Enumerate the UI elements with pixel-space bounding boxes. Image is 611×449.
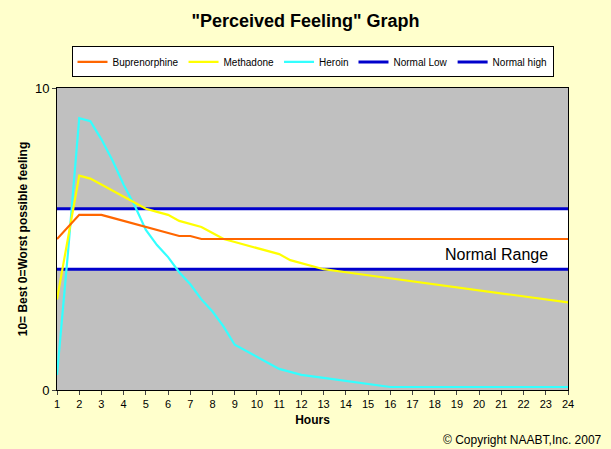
svg-text:1: 1 <box>54 398 60 410</box>
svg-text:3: 3 <box>98 398 104 410</box>
svg-text:6: 6 <box>165 398 171 410</box>
svg-text:23: 23 <box>540 398 552 410</box>
svg-text:15: 15 <box>362 398 374 410</box>
svg-text:Normal high: Normal high <box>493 57 547 68</box>
svg-text:20: 20 <box>473 398 485 410</box>
svg-text:2: 2 <box>76 398 82 410</box>
svg-text:10: 10 <box>251 398 263 410</box>
svg-text:16: 16 <box>384 398 396 410</box>
svg-text:22: 22 <box>517 398 529 410</box>
svg-text:9: 9 <box>232 398 238 410</box>
svg-text:21: 21 <box>495 398 507 410</box>
svg-text:4: 4 <box>121 398 127 410</box>
svg-text:Methadone: Methadone <box>224 57 274 68</box>
svg-text:11: 11 <box>273 398 284 410</box>
svg-text:18: 18 <box>429 398 441 410</box>
svg-text:0: 0 <box>42 383 49 398</box>
svg-text:Heroin: Heroin <box>319 57 348 68</box>
svg-text:12: 12 <box>295 398 307 410</box>
svg-text:"Perceived Feeling" Graph: "Perceived Feeling" Graph <box>191 11 419 31</box>
svg-text:8: 8 <box>209 398 215 410</box>
svg-text:10: 10 <box>35 81 49 96</box>
svg-text:Buprenorphine: Buprenorphine <box>113 57 179 68</box>
svg-text:17: 17 <box>406 398 418 410</box>
svg-text:24: 24 <box>562 398 574 410</box>
svg-text:Normal Range: Normal Range <box>445 246 548 263</box>
svg-text:14: 14 <box>340 398 352 410</box>
svg-text:Normal Low: Normal Low <box>393 57 447 68</box>
svg-text:10= Best 0=Worst possible feel: 10= Best 0=Worst possible feeling <box>16 142 30 337</box>
svg-text:Hours: Hours <box>295 413 330 427</box>
svg-text:5: 5 <box>143 398 149 410</box>
svg-text:13: 13 <box>317 398 329 410</box>
svg-text:7: 7 <box>187 398 193 410</box>
svg-text:© Copyright NAABT,Inc. 2007: © Copyright NAABT,Inc. 2007 <box>443 433 602 447</box>
svg-text:19: 19 <box>451 398 463 410</box>
